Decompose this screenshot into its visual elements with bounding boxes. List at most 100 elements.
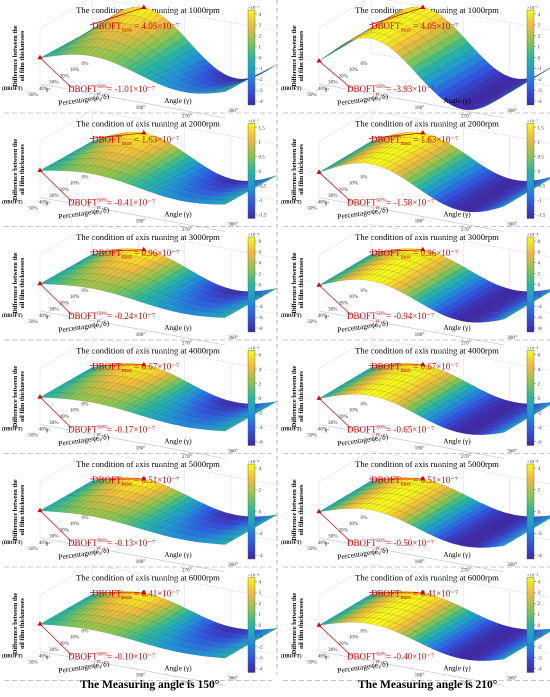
chart-7-p50-sup: 50%: [98, 425, 109, 431]
chart-7-max-sub: max: [122, 368, 132, 374]
chart-8-x-tick: 90°: [370, 436, 377, 443]
chart-2-colorbar-tick: -4: [538, 100, 543, 105]
chart-1-p50-sub: γr: [96, 91, 101, 97]
chart-7-p50-label: DBOFT: [68, 425, 98, 435]
chart-4-max-sub: max: [401, 141, 411, 147]
chart-7-max-leader: [89, 364, 144, 366]
chart-12-max-annotation: DBOFTmax = 0.41×10⁻⁷: [371, 589, 458, 602]
chart-10-y-tick: 50%: [307, 546, 317, 552]
surface-cell: [533, 633, 548, 640]
chart-12-zlabel-abbr: (DBOFT): [281, 655, 302, 660]
chart-7-zlabel-2: oil film thicknesses: [19, 371, 26, 422]
chart-11-y-tick: 0%: [82, 629, 90, 635]
chart-1-zlabel-1: Difference between the: [12, 25, 19, 87]
chart-10-zlabel-1: Difference between the: [291, 479, 298, 541]
chart-10-max-sub: max: [401, 482, 411, 488]
chart-9-colorbar-tick: -4: [259, 554, 264, 559]
chart-5-colorbar: [247, 236, 256, 333]
chart-12-y-tick: 20%: [338, 641, 348, 647]
x-axis-line: [39, 83, 226, 119]
chart-9-zlabel-2: oil film thicknesses: [19, 484, 26, 535]
surface-cell: [254, 406, 269, 412]
surface: [39, 591, 278, 659]
chart-7-max-eq: =: [132, 362, 142, 372]
chart-1-p50-eq: =: [105, 84, 115, 94]
chart-10-y-tick: 10%: [349, 521, 359, 527]
chart-11-colorbar-tick: 1: [259, 613, 262, 618]
chart-panel: The condition of axis running at 4000rpm…: [281, 337, 550, 460]
chart-7-colorbar-tick: -6: [259, 440, 264, 445]
chart-4-zlabel-1: Difference between the: [291, 139, 298, 201]
chart-6-max-sub: max: [401, 255, 411, 261]
chart-1-max-eq: =: [132, 21, 142, 31]
chart-8-p50-eq: =: [384, 425, 394, 435]
chart-6-x-tick: 180°: [415, 331, 425, 338]
chart-1-colorbar-tick: -4: [259, 100, 264, 105]
surface-cell: [542, 515, 550, 521]
chart-12-colorbar-tick: -2: [538, 646, 543, 651]
chart-4-x-tick: 0°: [325, 201, 330, 208]
chart-5-p50-eq: =: [105, 311, 115, 321]
chart-10-x-tick: 360°: [507, 561, 517, 568]
chart-8-y-tick: 40%: [318, 426, 328, 432]
surface-cell: [219, 87, 234, 93]
chart-11-colorbar-tick: -1: [259, 635, 264, 640]
chart-6-p50-label: DBOFT: [347, 311, 377, 321]
chart-1-max-label: DBOFT: [92, 21, 122, 31]
chart-5-p50-sup: 50%: [98, 311, 109, 317]
chart-12-p50-sup: 50%: [377, 652, 388, 658]
chart-1-colorbar-tick: 2: [259, 35, 262, 40]
chart-4-max-value: 1.63×10⁻⁷: [420, 135, 458, 145]
surface-cell: [254, 292, 269, 299]
chart-5-zlabel-1: Difference between the: [12, 252, 19, 314]
chart-10-xlabel: Angle (γ): [443, 551, 471, 559]
chart-3-zlabel-2: oil film thicknesses: [19, 144, 26, 195]
chart-8-p50-label: DBOFT: [347, 425, 377, 435]
chart-7-x-tick: 0°: [46, 428, 51, 435]
chart-5-p50-annotation: DBOFT50% γr = -0.24×10⁻⁷: [68, 311, 155, 324]
chart-5-colorbar-tick: -6: [259, 316, 264, 321]
x-axis-line: [318, 197, 505, 232]
chart-7-p50-sub: γr: [96, 432, 101, 438]
chart-5-max-leader: [89, 249, 144, 253]
chart-5-zlabel-abbr: (DBOFT): [2, 314, 23, 319]
chart-11-p50-sub: γr: [96, 659, 101, 665]
chart-11-zlabel-abbr: (DBOFT): [2, 655, 23, 660]
chart-5-colorbar-tick: 8: [259, 240, 262, 245]
chart-8-colorbar-tick: 4: [538, 368, 541, 373]
chart-12-x-tick: 0°: [325, 655, 330, 662]
chart-7-colorbar-tick: 6: [259, 353, 262, 358]
chart-7-y-tick: 50%: [28, 433, 38, 439]
surface-cell: [498, 313, 513, 321]
chart-5-xlabel: Angle (γ): [164, 324, 192, 332]
chart-4-p50-sup: 50%: [377, 198, 388, 204]
chart-10-zlabel-abbr: (DBOFT): [281, 541, 302, 546]
chart-2-colorbar-tick: -2: [538, 78, 543, 83]
chart-8-colorbar-tick: 2: [538, 382, 541, 387]
chart-2-colorbar-tick: 2: [538, 35, 541, 40]
chart-6-p50-sub: γr: [375, 318, 380, 324]
surface: [318, 248, 550, 323]
chart-5-title: The condition of axis running at 3000rpm: [76, 232, 220, 242]
chart-6-zlabel-2: oil film thicknesses: [298, 257, 305, 308]
chart-1-x-tick: 180°: [136, 104, 146, 111]
chart-8-p50-value: -0.65×10⁻⁷: [393, 425, 434, 435]
chart-12-max-label: DBOFT: [371, 589, 401, 599]
grid-line: [318, 223, 372, 256]
chart-8-y-tick: 30%: [328, 420, 338, 426]
chart-3-colorbar-exponent: ×10⁻⁷: [248, 119, 260, 124]
chart-1-x-tick: 0°: [46, 87, 51, 94]
chart-11-y-tick: 50%: [28, 660, 38, 666]
chart-9-colorbar-tick: 2: [259, 489, 262, 494]
chart-5-y-tick: 0%: [82, 288, 90, 294]
chart-6-colorbar-tick: -6: [538, 316, 543, 321]
chart-panel: The condition of axis running at 4000rpm…: [2, 337, 278, 460]
chart-12-colorbar-tick: -3: [538, 656, 543, 661]
chart-11-x-tick: 0°: [46, 655, 51, 662]
chart-6-max-eq: =: [411, 248, 421, 258]
chart-2-colorbar-tick: 1: [538, 45, 541, 50]
chart-6-colorbar-tick: -8: [538, 327, 543, 332]
chart-9-colorbar-tick: 4: [259, 467, 262, 472]
chart-3-y-tick: 20%: [59, 187, 69, 193]
chart-6-zlabel-abbr: (DBOFT): [281, 314, 302, 319]
